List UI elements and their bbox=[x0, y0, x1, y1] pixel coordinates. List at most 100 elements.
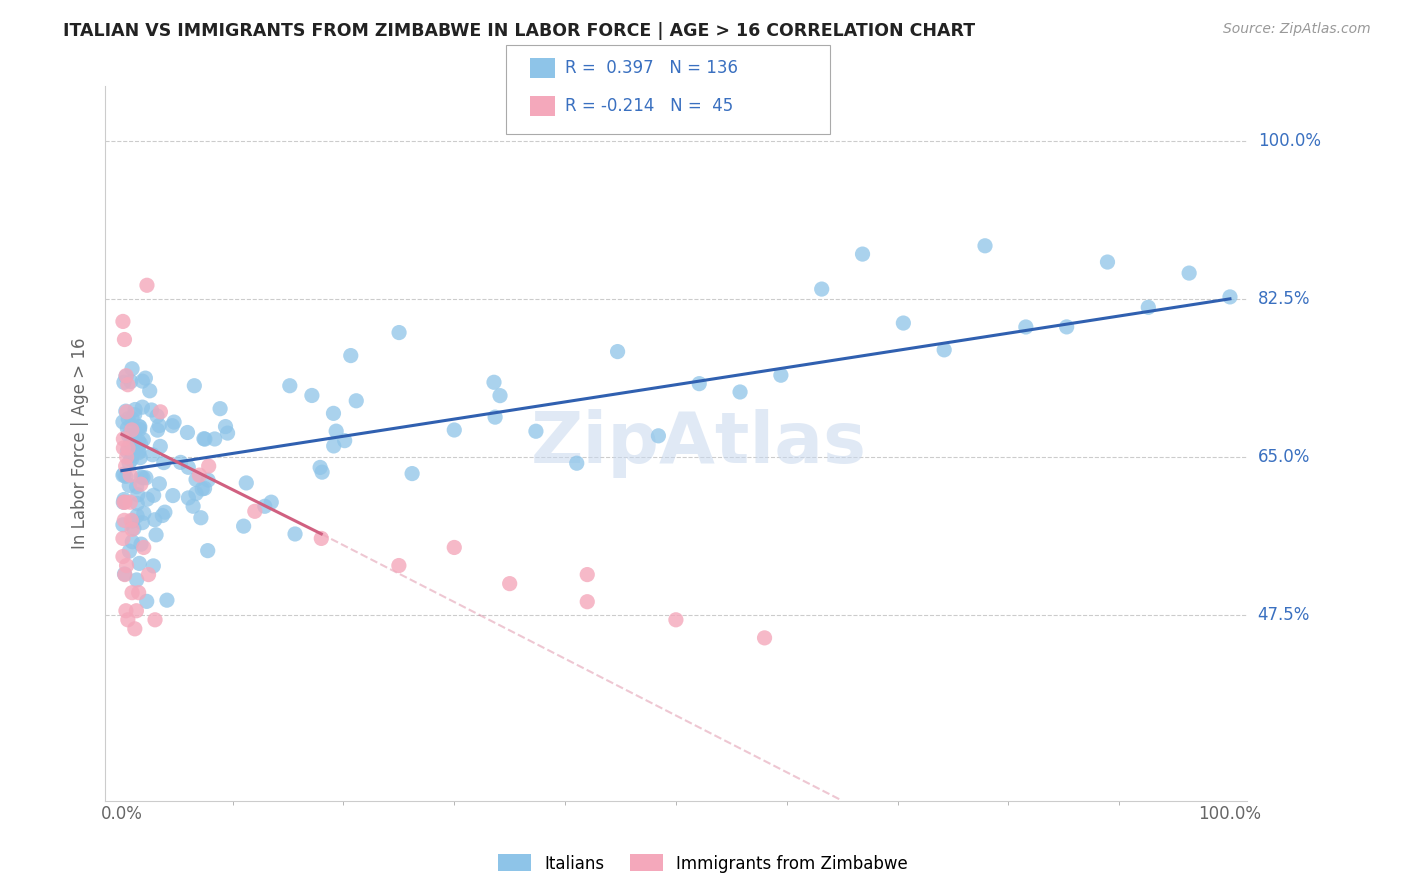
Point bbox=[120, 468, 142, 483]
Point bbox=[132, 506, 155, 520]
Point bbox=[121, 522, 143, 536]
Point bbox=[115, 368, 138, 383]
Point bbox=[128, 434, 150, 448]
Point bbox=[243, 504, 266, 518]
Point bbox=[114, 459, 136, 474]
Point bbox=[153, 505, 176, 519]
Point bbox=[1015, 320, 1038, 334]
Point bbox=[401, 467, 423, 481]
Point bbox=[117, 428, 139, 442]
Point bbox=[309, 460, 332, 475]
Point bbox=[388, 326, 411, 340]
Point bbox=[565, 456, 588, 470]
Point bbox=[156, 593, 179, 607]
Point bbox=[974, 239, 997, 253]
Point bbox=[128, 585, 150, 599]
Point bbox=[128, 557, 150, 571]
Point bbox=[114, 469, 136, 483]
Point bbox=[114, 404, 136, 418]
Point bbox=[322, 439, 344, 453]
Point bbox=[131, 516, 153, 530]
Point bbox=[112, 432, 135, 446]
Point bbox=[148, 476, 170, 491]
Point bbox=[122, 437, 145, 451]
Point bbox=[499, 576, 522, 591]
Point bbox=[111, 314, 134, 328]
Point bbox=[194, 432, 217, 446]
Point bbox=[127, 488, 149, 502]
Point bbox=[284, 527, 307, 541]
Point bbox=[143, 513, 166, 527]
Point bbox=[443, 541, 465, 555]
Point bbox=[148, 418, 170, 433]
Point bbox=[135, 471, 157, 485]
Point bbox=[197, 543, 219, 558]
Text: ITALIAN VS IMMIGRANTS FROM ZIMBABWE IN LABOR FORCE | AGE > 16 CORRELATION CHART: ITALIAN VS IMMIGRANTS FROM ZIMBABWE IN L… bbox=[63, 22, 976, 40]
Point bbox=[138, 384, 160, 398]
Text: 47.5%: 47.5% bbox=[1258, 607, 1310, 624]
Point bbox=[120, 495, 142, 509]
Point bbox=[169, 455, 191, 469]
Point bbox=[111, 415, 134, 429]
Point bbox=[141, 403, 163, 417]
Point bbox=[184, 473, 207, 487]
Point bbox=[121, 514, 143, 528]
Point bbox=[301, 388, 323, 402]
Point bbox=[162, 489, 184, 503]
Point bbox=[128, 446, 150, 460]
Point bbox=[117, 421, 139, 435]
Text: ZipAtlas: ZipAtlas bbox=[530, 409, 866, 478]
Point bbox=[311, 465, 333, 479]
Point bbox=[146, 423, 169, 437]
Point bbox=[127, 497, 149, 511]
Point bbox=[728, 384, 751, 399]
Point bbox=[197, 473, 219, 487]
Point bbox=[253, 500, 276, 514]
Point bbox=[112, 467, 135, 482]
Point bbox=[177, 491, 200, 505]
Point bbox=[647, 429, 669, 443]
Point bbox=[118, 478, 141, 492]
Point bbox=[1137, 301, 1160, 315]
Point bbox=[136, 492, 159, 507]
Point bbox=[149, 439, 172, 453]
Point bbox=[129, 437, 152, 451]
Text: 82.5%: 82.5% bbox=[1258, 290, 1310, 308]
Point bbox=[112, 376, 135, 390]
Point bbox=[209, 401, 232, 416]
Point bbox=[576, 595, 599, 609]
Point bbox=[665, 613, 688, 627]
Point bbox=[132, 541, 155, 555]
Point bbox=[339, 349, 361, 363]
Point bbox=[184, 486, 207, 500]
Point bbox=[124, 423, 146, 437]
Point bbox=[134, 371, 156, 385]
Point bbox=[132, 471, 155, 485]
Point bbox=[311, 532, 333, 546]
Point bbox=[150, 508, 173, 523]
Point bbox=[121, 411, 143, 425]
Point bbox=[117, 411, 139, 425]
Point bbox=[114, 495, 136, 509]
Point bbox=[124, 402, 146, 417]
Point bbox=[111, 517, 134, 532]
Point bbox=[132, 433, 155, 447]
Point bbox=[344, 393, 367, 408]
Point bbox=[893, 316, 915, 330]
Y-axis label: In Labor Force | Age > 16: In Labor Force | Age > 16 bbox=[72, 338, 89, 549]
Point bbox=[190, 510, 212, 524]
Point bbox=[124, 442, 146, 457]
Point bbox=[489, 389, 512, 403]
Point bbox=[754, 631, 776, 645]
Point bbox=[125, 508, 148, 523]
Point bbox=[135, 594, 157, 608]
Point bbox=[484, 410, 506, 425]
Point bbox=[124, 408, 146, 422]
Point bbox=[117, 444, 139, 458]
Point bbox=[138, 567, 160, 582]
Text: R = -0.214   N =  45: R = -0.214 N = 45 bbox=[565, 97, 734, 115]
Point bbox=[111, 468, 134, 483]
Point bbox=[278, 378, 301, 392]
Point bbox=[1178, 266, 1201, 280]
Point bbox=[769, 368, 792, 383]
